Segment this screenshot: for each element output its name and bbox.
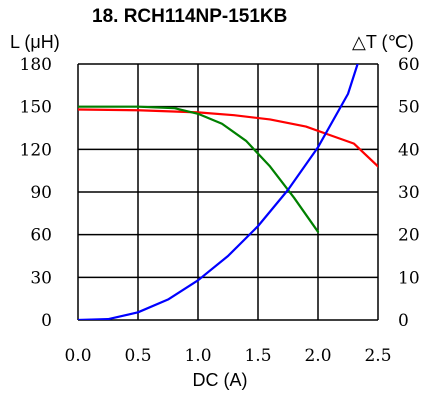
x-tick-label: 1.5 (244, 346, 271, 366)
y-left-tick-label: 60 (30, 226, 52, 246)
x-tick-label: 0.0 (64, 346, 91, 366)
y-axis-right-label: △T (℃) (352, 32, 414, 52)
series-line-2 (78, 105, 320, 233)
y-right-tick-label: 30 (398, 183, 420, 203)
y-left-tick-label: 150 (20, 98, 52, 118)
y-axis-left-label: L (μH) (10, 32, 60, 52)
y-left-tick-label: 180 (20, 55, 52, 75)
x-axis-label: DC (A) (193, 370, 248, 390)
y-right-tick-label: 10 (398, 268, 420, 288)
grid (77, 63, 379, 321)
y-right-tick-label: 40 (398, 140, 420, 160)
y-right-tick-label: 0 (398, 311, 409, 331)
x-tick-label: 2.5 (364, 346, 391, 366)
y-left-tick-label: 90 (30, 183, 52, 203)
x-tick-label: 1.0 (184, 346, 211, 366)
y-right-tick-label: 20 (398, 226, 420, 246)
x-tick-label: 0.5 (124, 346, 151, 366)
series-line-3 (78, 64, 359, 320)
tick-labels: 0.0 0.5 1.0 1.5 2.0 2.5 0 0 30 10 60 20 90 30 120 40 150… (20, 55, 420, 366)
series-layer (78, 64, 378, 320)
y-right-tick-label: 50 (398, 98, 420, 118)
y-left-tick-label: 120 (20, 140, 52, 160)
chart-title: 18. RCH114NP-151KB (92, 6, 287, 27)
series-line-1 (78, 108, 378, 168)
y-left-tick-label: 0 (41, 311, 52, 331)
x-tick-label: 2.0 (304, 346, 331, 366)
y-right-tick-label: 60 (398, 55, 420, 75)
y-left-tick-label: 30 (30, 268, 52, 288)
